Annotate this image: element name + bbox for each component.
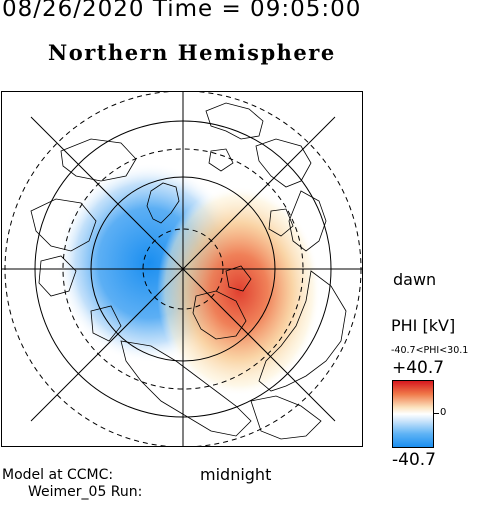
dawn-label: dawn bbox=[393, 270, 437, 289]
colorbar-min-label: -40.7 bbox=[392, 450, 436, 470]
positive-potential-cell bbox=[157, 186, 321, 396]
coastlines bbox=[30, 102, 347, 440]
datetime-title: 08/26/2020 Time = 09:05:00 bbox=[2, 0, 362, 22]
map-border bbox=[1, 91, 363, 447]
meridian-line bbox=[30, 116, 336, 422]
polar-map bbox=[1, 91, 363, 447]
model-label: Model at CCMC: bbox=[2, 467, 114, 483]
colorbar-title: PHI [kV] bbox=[391, 316, 456, 335]
colorbar-zero-tick bbox=[434, 413, 439, 414]
colorbar-max-label: +40.7 bbox=[392, 358, 445, 378]
hemisphere-title: Northern Hemisphere bbox=[48, 40, 336, 65]
run-label: Weimer_05 Run: bbox=[28, 484, 143, 500]
colorbar-zero-label: 0 bbox=[440, 407, 447, 418]
midnight-label: midnight bbox=[200, 465, 272, 484]
potential-range-text: -40.7<PHI<30.1 bbox=[391, 345, 469, 356]
colorbar bbox=[392, 380, 434, 448]
